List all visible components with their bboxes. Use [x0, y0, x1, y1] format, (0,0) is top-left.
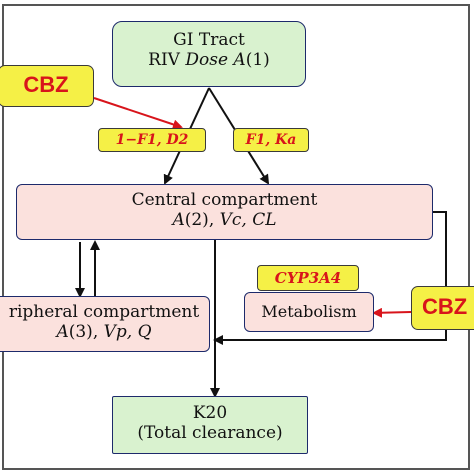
central-title: Central compartment [131, 190, 318, 210]
rate-label-right: F1, Ka [233, 128, 309, 152]
line-central-loop [213, 211, 447, 345]
arrow-cbz-metabolism [372, 307, 412, 318]
rate-label-left: 1−F1, D2 [98, 128, 206, 152]
peripheral-amount-var: A [56, 322, 69, 342]
outer-frame [2, 4, 470, 470]
metabolism-box: Metabolism [244, 292, 374, 332]
gi-tract-dose-index: (1) [245, 50, 270, 70]
rate-text-right: F1, Ka [245, 132, 297, 148]
gi-tract-dose: RIV Dose A(1) [113, 50, 305, 70]
cbz-label-left: CBZ [23, 72, 69, 97]
peripheral-amount-index: (3), [68, 322, 104, 342]
peripheral-title: ripheral compartment [8, 302, 200, 322]
central-amount-index: (2), [184, 210, 220, 230]
gi-tract-dose-var: Dose A [185, 50, 246, 70]
peripheral-compartment-box: ripheral compartment A(3), Vp, Q [0, 296, 210, 352]
gi-tract-route: RIV [148, 50, 186, 70]
central-compartment-box: Central compartment A(2), Vc, CL [16, 184, 433, 240]
k20-box: K20 (Total clearance) [112, 396, 308, 454]
arrow-cbz-inhibit [93, 97, 183, 130]
central-amount-var: A [172, 210, 185, 230]
k20-title: K20 [192, 403, 228, 423]
gi-tract-box: GI Tract RIV Dose A(1) [112, 21, 306, 87]
cbz-label-right: CBZ [422, 294, 468, 319]
k20-subtitle: (Total clearance) [137, 423, 283, 443]
enzyme-label: CYP3A4 [257, 265, 359, 291]
metabolism-label: Metabolism [261, 302, 357, 321]
enzyme-text: CYP3A4 [274, 269, 342, 287]
peripheral-params: A(3), Vp, Q [0, 322, 209, 342]
gi-tract-title: GI Tract [173, 30, 245, 50]
peripheral-volume-flow: Vp, Q [103, 322, 152, 342]
cbz-box-right: CBZ [411, 286, 474, 330]
central-volume-clearance: Vc, CL [219, 210, 277, 230]
central-params: A(2), Vc, CL [17, 210, 432, 230]
cbz-box-left: CBZ [0, 65, 94, 107]
rate-text-left: 1−F1, D2 [115, 132, 189, 148]
